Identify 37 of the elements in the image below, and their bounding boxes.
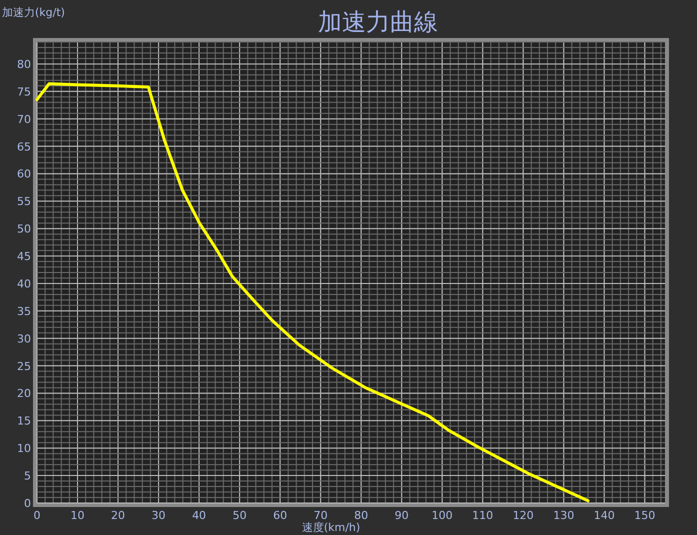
x-tick-label: 10 [70, 509, 85, 522]
x-tick-label: 90 [394, 509, 409, 522]
y-tick-label: 80 [17, 58, 31, 71]
x-tick-label: 60 [273, 509, 288, 522]
x-tick-label: 30 [152, 509, 166, 522]
x-tick-label: 0 [34, 509, 40, 522]
x-tick-label: 110 [472, 509, 494, 522]
x-tick-label: 130 [553, 509, 574, 522]
y-tick-label: 35 [17, 304, 31, 318]
y-tick-label: 5 [24, 470, 31, 483]
y-tick-label: 40 [17, 277, 31, 290]
x-tick-label: 150 [634, 509, 656, 522]
y-tick-label: 15 [17, 414, 31, 428]
y-tick-label: 30 [17, 332, 31, 346]
y-tick-label: 60 [17, 168, 31, 181]
y-tick-label: 65 [17, 140, 31, 154]
x-tick-label: 100 [432, 509, 453, 522]
chart-title: 加速力曲線 [318, 8, 438, 36]
x-tick-label: 120 [512, 509, 534, 522]
x-tick-label: 140 [594, 509, 615, 522]
y-tick-label: 70 [17, 112, 31, 126]
y-tick-label: 75 [17, 85, 31, 98]
y-tick-label: 10 [17, 442, 31, 456]
line-series [36, 82, 590, 502]
x-axis-title: 速度(km/h) [302, 521, 360, 534]
y-tick-label: 20 [17, 387, 31, 400]
x-tick-label: 20 [111, 509, 126, 522]
y-tick-label: 0 [24, 497, 31, 510]
x-tick-label: 50 [232, 509, 247, 522]
x-tick-label: 80 [354, 509, 368, 522]
x-tick-label: 70 [314, 509, 328, 522]
y-tick-label: 50 [17, 222, 31, 236]
y-tick-label: 45 [17, 250, 31, 264]
y-tick-label: 25 [17, 360, 31, 373]
y-axis-title: 加速力(kg/t) [2, 6, 65, 19]
y-tick-label: 55 [17, 195, 31, 208]
x-tick-label: 40 [192, 509, 206, 522]
